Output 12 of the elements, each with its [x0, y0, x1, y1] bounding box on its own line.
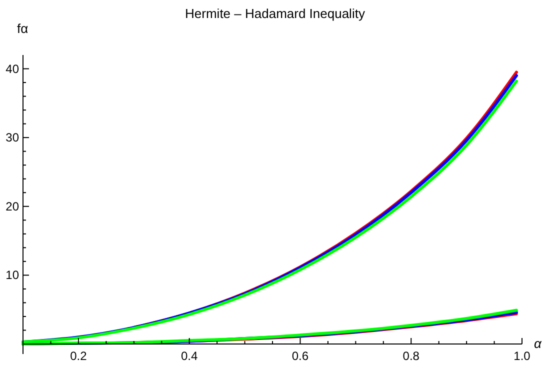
x-axis-title: α: [534, 336, 542, 351]
y-axis-title: fα: [17, 21, 29, 36]
x-tick-label: 0.4: [180, 349, 198, 363]
y-tick-label: 40: [6, 62, 20, 76]
y-tick-label: 20: [6, 199, 20, 214]
x-tick-label: 0.8: [402, 349, 420, 363]
x-tick-label: 1.0: [514, 349, 531, 363]
y-tick-label: 10: [6, 268, 20, 282]
chart-title: Hermite – Hadamard Inequality: [185, 6, 366, 21]
x-tick-label: 0.6: [292, 349, 309, 363]
x-tick-label: 0.2: [70, 349, 88, 363]
y-tick-label: 30: [6, 130, 20, 145]
